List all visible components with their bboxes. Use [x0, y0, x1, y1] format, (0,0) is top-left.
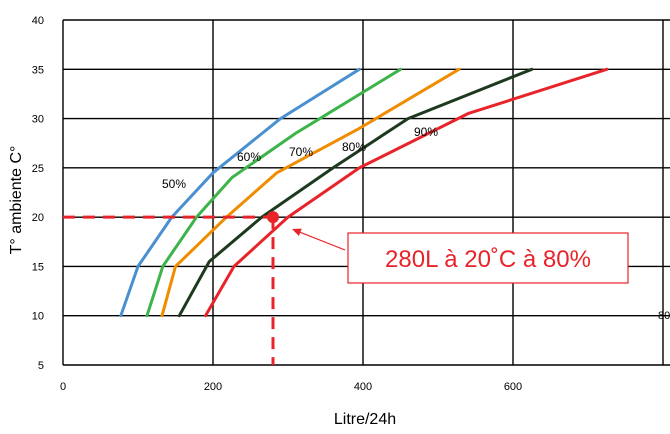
- series-lines: [119, 67, 609, 318]
- y-tick-label: 35: [32, 64, 44, 76]
- series-label: 70%: [289, 145, 313, 159]
- cut-off-label: 80: [658, 310, 670, 322]
- x-tick-label: 400: [354, 381, 372, 393]
- y-tick-label: 25: [32, 163, 44, 175]
- series-line: [177, 67, 534, 318]
- y-axis-title: T° ambiente C°: [8, 146, 25, 255]
- grid-lines: [62, 19, 670, 366]
- highlight-guides: [63, 215, 275, 365]
- series-label: 50%: [162, 177, 186, 191]
- series-label: 90%: [414, 125, 438, 139]
- callout-arrow: [297, 230, 346, 251]
- callout-arrowhead: [292, 228, 302, 236]
- y-tick-label: 20: [32, 212, 44, 224]
- series-line: [204, 67, 609, 318]
- callout-label: 280L à 20˚C à 80%: [385, 246, 591, 273]
- series-labels: 50% 60% 70% 80% 90%: [162, 125, 438, 191]
- x-tick-label: 600: [504, 381, 522, 393]
- y-tick-label: 30: [32, 114, 44, 126]
- highlight-point: [267, 211, 279, 224]
- x-tick-label: 0: [60, 381, 66, 393]
- y-tick-label: 10: [32, 311, 44, 323]
- x-axis-title: Litre/24h: [334, 411, 396, 428]
- series-line: [160, 67, 461, 318]
- series-label: 60%: [237, 150, 261, 164]
- callout-box: [347, 232, 629, 284]
- y-tick-label: 15: [32, 261, 44, 273]
- x-tick-label: 200: [204, 381, 222, 393]
- y-tick-label: 5: [38, 360, 44, 372]
- series-line: [119, 67, 361, 318]
- series-line: [145, 67, 402, 318]
- series-label: 80%: [342, 140, 366, 154]
- y-tick-label: 40: [32, 15, 44, 27]
